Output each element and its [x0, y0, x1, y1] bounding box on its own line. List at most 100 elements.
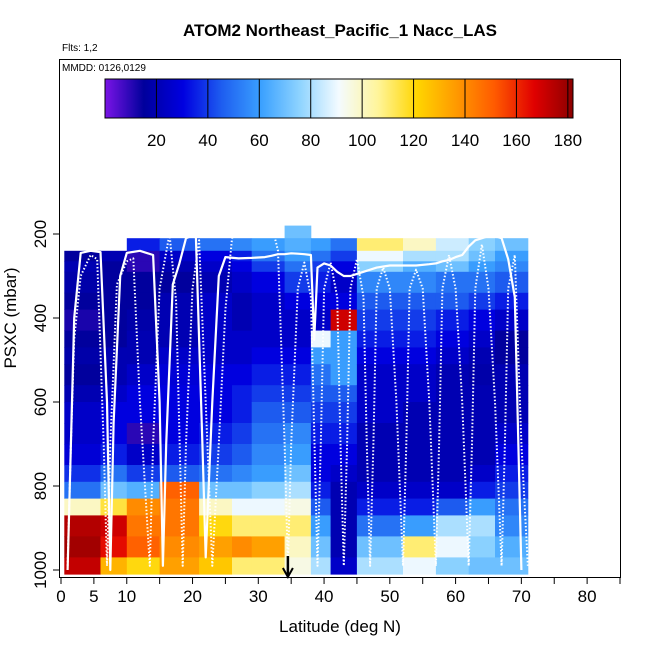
heatmap-cell	[435, 238, 470, 252]
heatmap-cell	[232, 498, 253, 516]
heatmap-cell	[251, 238, 285, 252]
heatmap-cell	[159, 271, 200, 294]
heatmap-cell	[495, 250, 529, 262]
heatmap-cell	[403, 515, 437, 537]
heatmap-cell	[126, 423, 161, 445]
heatmap-cell	[310, 481, 331, 499]
heatmap-cell	[435, 423, 470, 445]
heatmap-cell	[403, 423, 437, 445]
heatmap-cell	[199, 238, 233, 252]
heatmap-cell	[251, 402, 285, 424]
heatmap-cell	[356, 364, 404, 386]
heatmap-cell	[159, 309, 200, 331]
heatmap-cell	[284, 261, 312, 273]
heatmap-cell	[284, 444, 312, 466]
heatmap-cell	[64, 364, 101, 386]
heatmap-cell	[251, 385, 285, 403]
heatmap-cell	[100, 536, 128, 558]
heatmap-cell	[435, 465, 470, 483]
heatmap-cell	[159, 465, 200, 483]
heatmap-cell	[435, 536, 470, 558]
heatmap-cell	[232, 250, 253, 262]
colorbar-tick-label: 180	[554, 131, 582, 150]
heatmap-cell	[251, 557, 285, 575]
heatmap-cell	[251, 423, 285, 445]
heatmap-cell	[468, 330, 496, 348]
heatmap-cell	[468, 271, 496, 294]
heatmap-cell	[356, 238, 404, 252]
heatmap-cell	[330, 250, 358, 262]
heatmap-cell	[64, 330, 101, 348]
heatmap-cell	[126, 364, 161, 386]
heatmap-cell	[232, 465, 253, 483]
heatmap-cell	[232, 292, 253, 310]
colorbar: 20 40 60 80 100 120 140 160 180	[104, 78, 582, 150]
heatmap-cell	[159, 347, 200, 365]
heatmap-cell	[232, 238, 253, 252]
heatmap-cell	[159, 536, 200, 558]
colorbar-gradient	[104, 78, 574, 119]
heatmap-cell	[356, 271, 404, 294]
heatmap-cell	[251, 498, 285, 516]
heatmap-cell	[232, 444, 253, 466]
heatmap-cell	[284, 250, 312, 262]
heatmap-cell	[64, 385, 101, 403]
heatmap-cell	[468, 402, 496, 424]
heatmap-cell	[251, 465, 285, 483]
flight-profiles	[66, 222, 529, 572]
heatmap-cell	[64, 402, 101, 424]
heatmap-cell	[468, 364, 496, 386]
heatmap-cell	[64, 261, 101, 273]
heatmap-cell	[232, 423, 253, 445]
heatmap-cell	[435, 347, 470, 365]
heatmap-cell	[199, 444, 233, 466]
dates-note: MMDD: 0126,0129	[62, 63, 146, 74]
heatmap-cell	[64, 481, 101, 499]
heatmap-cell	[126, 557, 161, 575]
heatmap-cell	[199, 465, 233, 483]
heatmap-cell	[284, 385, 312, 403]
heatmap-cell	[159, 261, 200, 273]
heatmap-cell	[251, 515, 285, 537]
heatmap-cell	[435, 402, 470, 424]
heatmap-cell	[126, 261, 161, 273]
axes: 0 5 10 20 30 40 50 60 70 80 200 400 600 800 1000	[31, 220, 621, 606]
heatmap-cell	[100, 309, 128, 331]
heatmap-cell	[251, 536, 285, 558]
heatmap-cell	[330, 557, 358, 575]
heatmap-cell	[495, 557, 529, 575]
heatmap-cell	[100, 261, 128, 273]
heatmap-cell	[232, 536, 253, 558]
heatmap-cell	[199, 364, 233, 386]
heatmap-cell	[356, 402, 404, 424]
heatmap-cell	[403, 481, 437, 499]
heatmap-cell	[284, 364, 312, 386]
x-tick-label: 60	[446, 587, 465, 606]
heatmap-cell	[310, 347, 331, 365]
heatmap-cell	[232, 481, 253, 499]
heatmap-cells	[64, 225, 529, 575]
heatmap-cell	[435, 498, 470, 516]
heatmap-cell	[330, 481, 358, 499]
heatmap-cell	[403, 250, 437, 262]
heatmap-cell	[199, 423, 233, 445]
heatmap-cell	[310, 498, 331, 516]
heatmap-cell	[468, 423, 496, 445]
heatmap-cell	[251, 309, 285, 331]
heatmap-cell	[100, 498, 128, 516]
heatmap-cell	[403, 536, 437, 558]
heatmap-cell	[199, 250, 233, 262]
heatmap-cell	[403, 309, 437, 331]
colorbar-tick-label: 60	[250, 131, 269, 150]
heatmap-cell	[100, 271, 128, 294]
heatmap-cell	[126, 330, 161, 348]
heatmap-cell	[310, 330, 331, 348]
heatmap-cell	[64, 292, 101, 310]
heatmap-cell	[284, 225, 312, 239]
chart-title: ATOM2 Northeast_Pacific_1 Nacc_LAS	[183, 21, 497, 40]
heatmap-cell	[403, 402, 437, 424]
colorbar-tick-label: 80	[301, 131, 320, 150]
heatmap-cell	[199, 271, 233, 294]
heatmap-cell	[199, 402, 233, 424]
